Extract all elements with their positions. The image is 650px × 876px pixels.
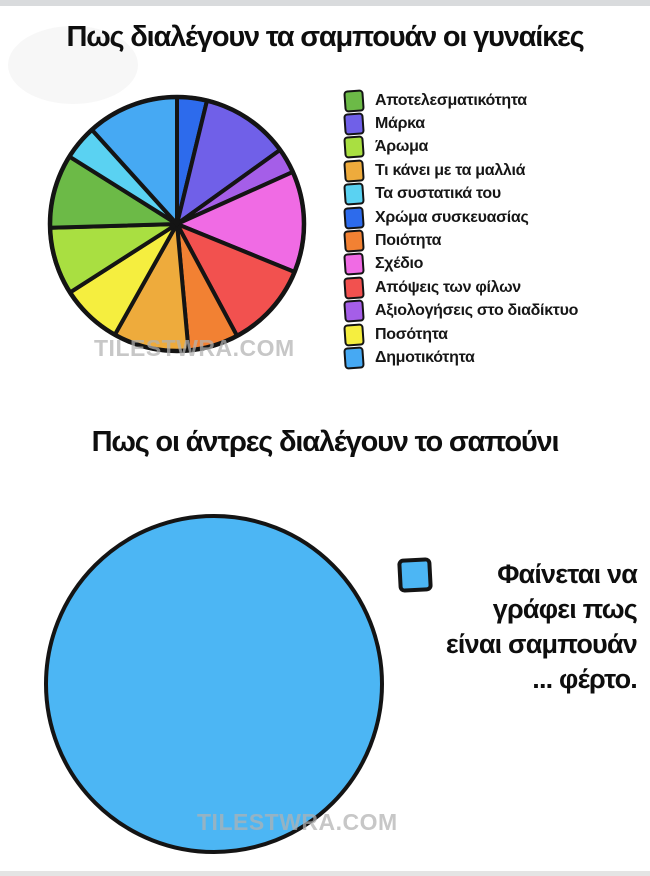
legend-swatch [343,182,365,206]
legend-item: Χρώμα συσκευασίας [343,205,578,230]
legend-swatch [343,322,365,347]
legend-item: Απόψεις των φίλων [343,276,578,300]
legend-label: Αποτελεσματικότητα [375,91,527,109]
men-legend-label-line: Φαίνεται να [497,559,638,589]
legend-item: Σχέδιο [343,252,578,277]
legend-label: Ποιότητα [375,232,442,250]
legend-swatch [343,112,365,136]
legend-swatch [343,159,365,183]
legend-item: Αξιολογήσεις στο διαδίκτυο [343,299,579,323]
legend-item: Τα συστατικά του [343,182,578,206]
legend-label: Χρώμα συσκευασίας [375,208,529,226]
legend-label: Τι κάνει με τα μαλλιά [375,161,526,179]
legend-label: Δημοτικότητα [375,348,475,366]
women-chart-legend: Αποτελεσματικότητα Μάρκα Άρωμα Τι κάνει με … [343,89,579,370]
legend-label: Μάρκα [375,115,425,133]
legend-swatch [343,205,365,230]
legend-swatch [343,346,365,370]
legend-swatch [343,299,365,323]
legend-label: Άρωμα [375,138,429,156]
legend-label: Αξιολογήσεις στο διαδίκτυο [375,302,579,320]
men-pie-chart [44,514,384,854]
men-legend-swatch [397,557,433,593]
women-pie-chart [47,94,307,354]
bottom-edge-strip [0,871,650,876]
legend-item: Άρωμα [343,135,578,160]
legend-item: Αποτελεσματικότητα [343,89,578,113]
legend-swatch [343,252,365,277]
legend-label: Ποσότητα [375,325,448,343]
men-legend-label-line: είναι σαμπουάν [445,629,638,659]
legend-item: Ποιότητα [343,229,578,253]
legend-label: Τα συστατικά του [375,185,501,203]
pie-outline [47,94,307,354]
watermark-text: TILESTWRA.COM [94,335,295,361]
legend-item: Μάρκα [343,112,578,136]
legend-item: Δημοτικότητα [343,346,578,370]
women-chart-title: Πως διαλέγουν τα σαμπουάν οι γυναίκες [66,21,584,53]
men-legend-label-line: ... φέρτο. [532,664,638,694]
top-edge-strip [0,0,650,6]
legend-label: Απόψεις των φίλων [375,278,521,296]
watermark-text: TILESTWRA.COM [197,809,398,835]
legend-item: Ποσότητα [343,322,578,347]
paper-smudge [8,26,138,104]
legend-swatch [343,89,365,113]
legend-label: Σχέδιο [375,255,424,273]
men-legend-label-line: γράφει πως [492,594,638,624]
legend-swatch [343,229,365,253]
legend-swatch [343,135,365,160]
men-chart-title: Πως οι άντρες διαλέγουν το σαπούνι [91,426,560,458]
legend-item: Τι κάνει με τα μαλλιά [343,159,578,183]
men-legend-label: Φαίνεται να γράφει πως είναι σαμπουάν ... φ… [445,557,638,697]
legend-swatch [343,276,365,300]
